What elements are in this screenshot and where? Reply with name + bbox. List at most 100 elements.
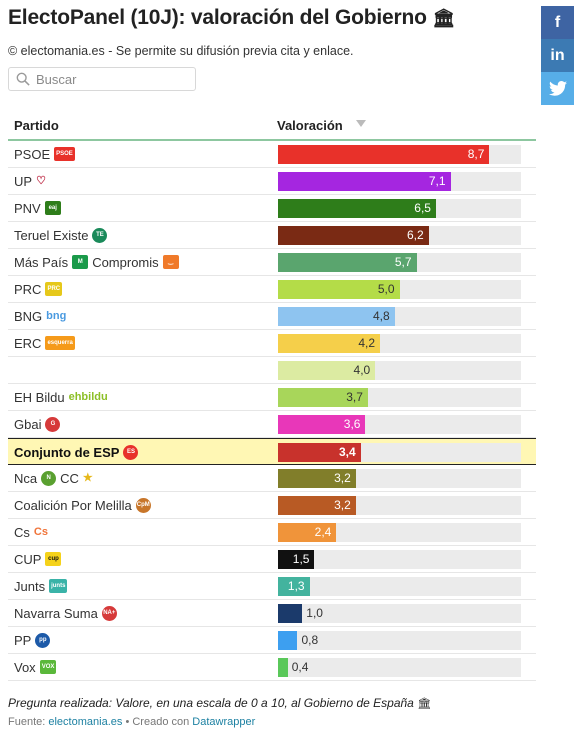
party-name: Vox	[14, 659, 36, 675]
bar	[278, 145, 490, 164]
party-logo-icon: junts	[49, 579, 68, 593]
party-cell: ERC esquerra	[14, 330, 75, 356]
party-cell: Navarra Suma NA+	[14, 600, 117, 626]
bar-track: 7,1	[278, 172, 521, 191]
bar-track: 8,7	[278, 145, 521, 164]
table-row: Teruel Existe TE 6,2	[8, 222, 536, 249]
search-icon	[16, 72, 30, 86]
bar-value-label: 3,6	[343, 417, 361, 431]
chart-subtitle: © electomania.es - Se permite su difusió…	[8, 44, 354, 58]
bar-value-label: 0,4	[291, 660, 309, 674]
party-logo-icon: pp	[35, 632, 51, 648]
sort-descending-icon[interactable]	[356, 120, 366, 127]
bar-value-label: 0,8	[301, 633, 319, 647]
bar-value-label: 5,7	[394, 255, 412, 269]
column-header-rating[interactable]: Valoración	[277, 118, 343, 133]
datawrapper-link[interactable]: Datawrapper	[192, 716, 256, 728]
party-cell: Conjunto de ESP ES	[14, 439, 139, 465]
table-row: ERC esquerra 4,2	[8, 330, 536, 357]
column-header-party[interactable]: Partido	[14, 118, 59, 133]
bar	[278, 172, 451, 191]
bar-track: 3,2	[278, 496, 521, 515]
bar-track: 4,2	[278, 334, 521, 353]
search-box[interactable]	[8, 67, 196, 91]
party-logo-icon: cup	[45, 552, 62, 566]
party-name: PNV	[14, 200, 41, 216]
party-name: Gbai	[14, 416, 42, 432]
party-cell: Teruel Existe TE	[14, 222, 108, 248]
table-row: UP ♡ 7,1	[8, 168, 536, 195]
party-logo-icon: NA+	[101, 605, 117, 621]
bar-track: 1,3	[278, 577, 521, 596]
party-cell: PNV eaj	[14, 195, 61, 221]
bar-value-label: 1,0	[306, 606, 323, 620]
table-row: BNG bng 4,8	[8, 303, 536, 330]
party-name: Nca	[14, 470, 38, 486]
party-logo-icon: ‿	[162, 255, 179, 269]
party-name: EH Bildu	[14, 389, 65, 405]
bar	[278, 199, 436, 218]
party-name: Coalición Por Melilla	[14, 497, 132, 513]
party-name: ERC	[14, 335, 42, 351]
table-row: Gbai G 3,6	[8, 411, 536, 438]
bar	[278, 604, 303, 623]
party-name: Conjunto de ESP	[14, 444, 120, 460]
party-cell: Nca N CC ★	[14, 465, 93, 491]
table-row: Vox VOX 0,4	[8, 654, 536, 681]
source-link[interactable]: electomania.es	[48, 716, 123, 728]
party-name: PP	[14, 632, 32, 648]
bar	[278, 388, 368, 407]
twitter-share-button[interactable]	[541, 72, 574, 105]
party-logo-icon: ehbildu	[68, 390, 108, 404]
bar-track: 5,0	[278, 280, 521, 299]
party-cell: EH Bildu ehbildu	[14, 384, 108, 410]
bar-value-label: 4,2	[358, 336, 376, 350]
twitter-bird-icon	[548, 81, 567, 96]
bar-track: 0,4	[278, 658, 521, 677]
bar-track: 0,8	[278, 631, 521, 650]
bar-value-label: 4,0	[353, 363, 371, 377]
party-logo-icon: TE	[92, 227, 108, 243]
table-row: PP pp 0,8	[8, 627, 536, 654]
bar-track: 6,2	[278, 226, 521, 245]
party-cell: UP ♡	[14, 168, 46, 194]
party-logo-icon: bng	[46, 309, 67, 323]
footnote: Pregunta realizada: Valore, en una escal…	[8, 696, 431, 710]
bar-value-label: 8,7	[467, 147, 485, 161]
facebook-share-button[interactable]: f	[541, 6, 574, 39]
party-logo-icon: VOX	[39, 660, 57, 674]
party-name-secondary: CC	[60, 470, 79, 486]
party-name: Junts	[14, 578, 46, 594]
party-cell: Coalición Por Melilla CpM	[14, 492, 151, 518]
bar-value-label: 6,5	[414, 201, 431, 215]
bar-value-label: 3,2	[334, 471, 351, 485]
government-building-icon: 🏛	[432, 8, 456, 29]
party-cell: Más País M Compromis ‿	[14, 249, 179, 275]
chart-title-text: ElectoPanel (10J): valoración del Gobier…	[8, 6, 427, 29]
bar-track: 1,5	[278, 550, 521, 569]
bar-value-label: 6,2	[406, 228, 424, 242]
party-name: Cs	[14, 524, 30, 540]
party-logo-icon: eaj	[44, 201, 61, 215]
search-input[interactable]	[36, 71, 186, 87]
bar-value-label: 4,8	[372, 309, 390, 323]
bar-table: PSOE PSOE 8,7 UP ♡ 7,1 PNV eaj 6,5 Teruel Existe T…	[8, 141, 536, 681]
party-logo-icon: PSOE	[54, 147, 75, 161]
table-row: Conjunto de ESP ES 3,4	[8, 438, 536, 465]
party-name: Teruel Existe	[14, 227, 89, 243]
bar	[278, 443, 361, 462]
party-cell: Vox VOX	[14, 654, 57, 680]
party-cell: PRC PRC	[14, 276, 63, 302]
linkedin-share-button[interactable]: in	[541, 39, 574, 72]
table-row: Junts junts 1,3	[8, 573, 536, 600]
party-logo-icon: ♡	[36, 174, 46, 188]
bar	[278, 577, 310, 596]
table-row: 4,0	[8, 357, 536, 384]
table-row: PRC PRC 5,0	[8, 276, 536, 303]
bar-track: 4,0	[278, 361, 521, 380]
party-cell: BNG bng	[14, 303, 67, 329]
party-logo-icon: N	[41, 470, 57, 486]
party-name: PRC	[14, 281, 42, 297]
bar-value-label: 3,2	[334, 498, 351, 512]
bar-value-label: 7,1	[428, 174, 446, 188]
